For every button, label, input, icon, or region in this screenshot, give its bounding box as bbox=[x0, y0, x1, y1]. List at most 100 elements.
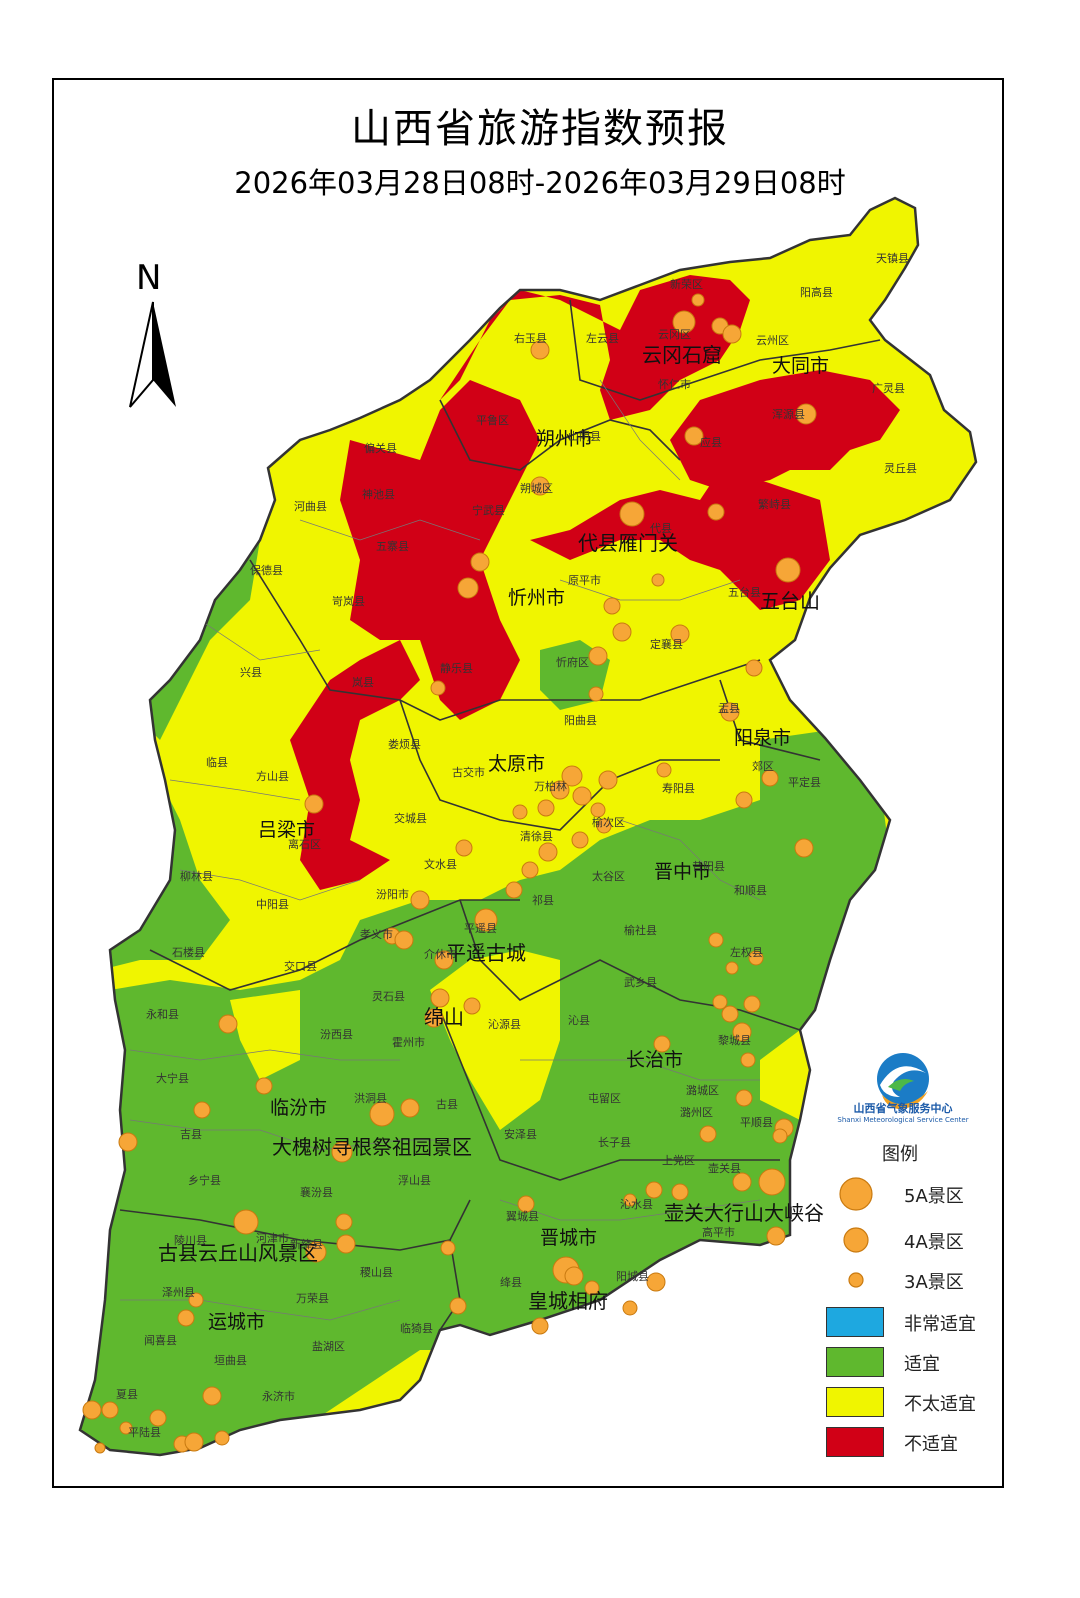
scenic-spot-marker bbox=[233, 1209, 259, 1235]
scenic-spot-marker bbox=[656, 762, 672, 778]
scenic-spot-marker bbox=[430, 988, 450, 1008]
scenic-spot-marker bbox=[455, 839, 473, 857]
zone-unsuitable-hunyuan bbox=[670, 370, 900, 490]
scenic-label-dahuaishu: 大槐树寻根祭祖园景区 bbox=[272, 1135, 472, 1159]
county-label: 平鲁区 bbox=[476, 413, 509, 427]
scenic-labels: 云冈石窟 代县雁门关 五台山 平遥古城 绵山 大槐树寻根祭祖园景区 壶关大行山大… bbox=[158, 343, 824, 1313]
legend-label-unsuitable: 不适宜 bbox=[904, 1434, 958, 1455]
legend-spot-icons bbox=[839, 1177, 873, 1288]
scenic-spot-marker bbox=[470, 552, 490, 572]
county-label: 右玉县 bbox=[514, 331, 547, 345]
county-label: 寿阳县 bbox=[662, 781, 695, 795]
county-label: 沁县 bbox=[568, 1014, 590, 1027]
legend-label-3a: 3A景区 bbox=[904, 1272, 964, 1293]
zone-suitable-south bbox=[80, 780, 900, 1455]
county-label: 上党区 bbox=[662, 1154, 695, 1167]
county-label: 高平市 bbox=[702, 1225, 735, 1239]
county-label: 潞州区 bbox=[680, 1105, 713, 1119]
county-label: 古县 bbox=[436, 1098, 458, 1111]
scenic-spot-marker bbox=[430, 680, 446, 696]
city-label-yuncheng: 运城市 bbox=[208, 1311, 265, 1333]
scenic-spot-marker bbox=[188, 1292, 204, 1308]
county-label: 兴县 bbox=[240, 666, 262, 679]
meteorological-center-logo bbox=[877, 1053, 929, 1109]
county-label: 昔阳县 bbox=[692, 860, 725, 873]
county-label: 太谷区 bbox=[592, 870, 625, 883]
county-label: 夏县 bbox=[116, 1388, 138, 1401]
scenic-spot-marker bbox=[766, 1226, 786, 1246]
county-label: 霍州市 bbox=[392, 1035, 425, 1049]
scenic-spot-marker bbox=[202, 1386, 222, 1406]
scenic-spot-markers bbox=[82, 293, 817, 1454]
county-label: 古交市 bbox=[452, 765, 485, 779]
county-label: 垣曲县 bbox=[214, 1354, 247, 1367]
north-arrow-icon bbox=[129, 301, 176, 408]
scenic-spot-marker bbox=[584, 1280, 600, 1296]
scenic-spot-marker bbox=[795, 403, 817, 425]
scenic-spot-marker bbox=[561, 765, 583, 787]
county-label: 安泽县 bbox=[504, 1127, 537, 1141]
city-label-shuozhou: 朔州市 bbox=[536, 428, 593, 450]
scenic-spot-marker bbox=[735, 1089, 753, 1107]
county-label: 阳曲县 bbox=[564, 714, 597, 727]
scenic-spot-marker bbox=[118, 1132, 138, 1152]
county-label: 忻府区 bbox=[556, 655, 589, 669]
scenic-spot-marker bbox=[564, 1266, 584, 1286]
scenic-spot-marker bbox=[691, 293, 705, 307]
scenic-label-mianshan: 绵山 bbox=[424, 1005, 464, 1029]
zone-unsuitable-north bbox=[440, 275, 750, 420]
legend-swatch-very-suitable bbox=[826, 1307, 884, 1337]
logo-name: 山西省气象服务中心 bbox=[853, 1102, 953, 1115]
legend-label-very-suitable: 非常适宜 bbox=[904, 1314, 976, 1335]
scenic-spot-marker bbox=[612, 622, 632, 642]
north-label: N bbox=[136, 258, 162, 298]
county-label: 保德县 bbox=[250, 563, 283, 577]
county-label: 离石区 bbox=[288, 837, 321, 851]
map-title: 山西省旅游指数预报 bbox=[351, 106, 729, 152]
county-label: 岚县 bbox=[352, 676, 374, 689]
city-labels: 大同市 朔州市 忻州市 太原市 阳泉市 吕梁市 晋中市 长治市 临汾市 晋城市 … bbox=[208, 355, 829, 1333]
county-label: 永和县 bbox=[146, 1007, 179, 1021]
scenic-spot-marker bbox=[748, 950, 764, 966]
zone-less-suitable-northwest bbox=[230, 990, 300, 1080]
county-label: 黎城县 bbox=[718, 1033, 751, 1047]
scenic-spot-marker bbox=[720, 702, 740, 722]
county-label: 汾西县 bbox=[320, 1028, 353, 1041]
scenic-spot-marker bbox=[725, 961, 739, 975]
county-label: 平顺县 bbox=[740, 1116, 773, 1129]
scenic-spot-marker bbox=[193, 1101, 211, 1119]
scenic-spot-marker bbox=[434, 950, 454, 970]
county-label: 清徐县 bbox=[520, 829, 553, 843]
county-label: 郊区 bbox=[752, 760, 774, 773]
zone-less-suitable-south bbox=[430, 950, 560, 1130]
county-label: 平遥县 bbox=[464, 922, 497, 935]
county-label: 平陆县 bbox=[128, 1425, 161, 1439]
county-label: 翼城县 bbox=[506, 1210, 539, 1223]
county-label: 云冈区 bbox=[658, 328, 691, 341]
legend-spot-5a-icon bbox=[839, 1177, 873, 1211]
scenic-spot-marker bbox=[588, 686, 604, 702]
scenic-spot-marker bbox=[775, 557, 801, 583]
scenic-spot-marker bbox=[743, 995, 761, 1013]
county-label: 新绛县 bbox=[290, 1237, 323, 1251]
scenic-spot-marker bbox=[732, 1172, 752, 1192]
scenic-spot-marker bbox=[537, 799, 555, 817]
scenic-spot-marker bbox=[603, 597, 621, 615]
scenic-spot-marker bbox=[646, 1272, 666, 1292]
county-label: 山阴县 bbox=[568, 430, 601, 443]
scenic-spot-marker bbox=[598, 770, 618, 790]
scenic-spot-marker bbox=[101, 1401, 119, 1419]
legend-row-less-suitable bbox=[826, 1386, 884, 1418]
county-label: 阳高县 bbox=[800, 285, 833, 299]
county-label: 壶关县 bbox=[708, 1161, 741, 1175]
scenic-spot-marker bbox=[761, 769, 779, 787]
county-label: 陵川县 bbox=[174, 1234, 207, 1247]
scenic-spot-marker bbox=[369, 1101, 395, 1127]
scenic-label-huguan: 壶关大行山大峡谷 bbox=[664, 1201, 824, 1225]
legend-title: 图例 bbox=[882, 1144, 918, 1165]
county-label: 浮山县 bbox=[398, 1174, 431, 1187]
county-label: 介休市 bbox=[424, 947, 457, 961]
county-label: 泽州县 bbox=[162, 1286, 195, 1299]
county-label: 宁武县 bbox=[472, 503, 505, 517]
